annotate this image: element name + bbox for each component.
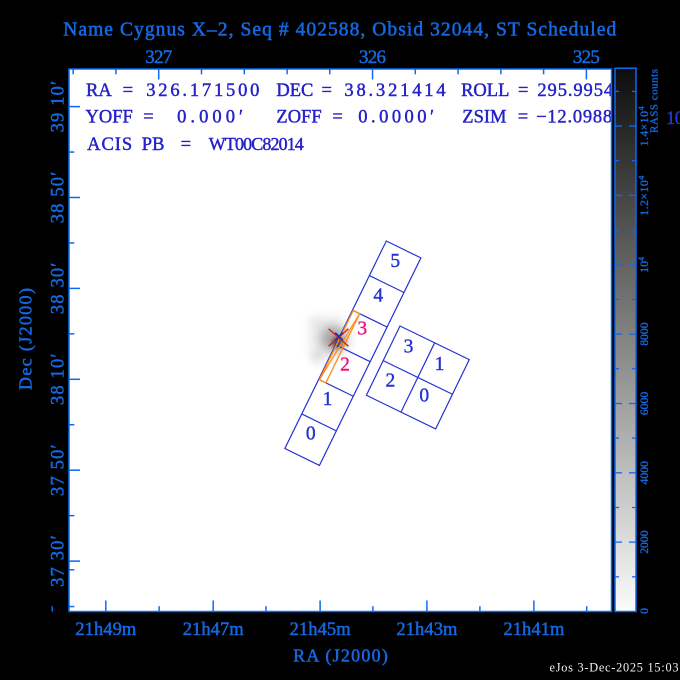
svg-text:=: =: [518, 107, 528, 127]
svg-text:Name Cygnus X–2, Seq # 402588,: Name Cygnus X–2, Seq # 402588, Obsid 320…: [63, 19, 616, 40]
svg-text:3: 3: [357, 319, 367, 340]
svg-text:eJos 3-Dec-2025 15:03: eJos 3-Dec-2025 15:03: [550, 661, 679, 675]
svg-text:YOFF: YOFF: [86, 107, 133, 127]
svg-text:295.9954: 295.9954: [537, 81, 613, 101]
svg-text:104: 104: [636, 256, 651, 273]
svg-text:0: 0: [419, 386, 429, 407]
svg-text:326.171500: 326.171500: [146, 81, 259, 101]
svg-text:1.4×104: 1.4×104: [636, 106, 651, 147]
svg-text:21h47m: 21h47m: [183, 620, 245, 640]
svg-text:37 50′: 37 50′: [49, 444, 69, 496]
svg-text:2: 2: [340, 354, 350, 375]
svg-text:ACIS: ACIS: [87, 135, 132, 155]
svg-text:1.2×104: 1.2×104: [636, 175, 651, 216]
svg-text:=: =: [181, 135, 191, 155]
svg-text:RA (J2000): RA (J2000): [293, 646, 388, 667]
svg-text:4000: 4000: [638, 461, 651, 485]
svg-text:RASS counts: RASS counts: [649, 69, 661, 133]
svg-text:21h41m: 21h41m: [503, 620, 565, 640]
svg-text:1: 1: [323, 389, 333, 410]
svg-text:37 30′: 37 30′: [49, 535, 69, 587]
svg-text:−12.09888: −12.09888: [536, 107, 622, 127]
svg-text:38 30′: 38 30′: [49, 263, 69, 315]
svg-text:ZSIM: ZSIM: [462, 107, 506, 127]
svg-text:=: =: [322, 81, 332, 101]
svg-text:ROLL: ROLL: [461, 81, 509, 101]
svg-text:RA: RA: [86, 81, 112, 101]
svg-text:DEC: DEC: [276, 81, 313, 101]
svg-text:3: 3: [404, 337, 414, 358]
svg-text:=: =: [123, 81, 133, 101]
svg-text:326: 326: [359, 47, 386, 68]
svg-text:WT00C82014: WT00C82014: [209, 134, 304, 154]
svg-text:8000: 8000: [638, 322, 651, 346]
svg-text:10: 10: [666, 109, 680, 129]
svg-text:0: 0: [306, 424, 316, 445]
svg-text:39 10′: 39 10′: [49, 81, 69, 133]
svg-text:325: 325: [573, 47, 600, 68]
svg-text:ZOFF: ZOFF: [276, 107, 321, 127]
svg-text:5: 5: [390, 251, 400, 272]
svg-text:0: 0: [638, 608, 651, 614]
svg-text:=: =: [143, 107, 153, 127]
svg-text:2000: 2000: [638, 530, 651, 554]
svg-text:=: =: [518, 81, 528, 101]
svg-text:PB: PB: [142, 135, 165, 155]
svg-text:1: 1: [435, 354, 445, 375]
svg-text:327: 327: [145, 47, 172, 68]
svg-text:2: 2: [386, 371, 396, 392]
svg-text:Dec (J2000): Dec (J2000): [16, 288, 37, 390]
svg-text:=: =: [332, 107, 342, 127]
svg-text:21h43m: 21h43m: [396, 620, 458, 640]
svg-text:21h45m: 21h45m: [290, 620, 352, 640]
svg-text:4: 4: [373, 285, 383, 306]
svg-text:21h49m: 21h49m: [75, 620, 137, 640]
svg-text:38.321414: 38.321414: [344, 81, 445, 101]
svg-text:38 10′: 38 10′: [49, 354, 69, 406]
svg-text:6000: 6000: [638, 392, 651, 416]
svg-text:38 50′: 38 50′: [49, 172, 69, 224]
